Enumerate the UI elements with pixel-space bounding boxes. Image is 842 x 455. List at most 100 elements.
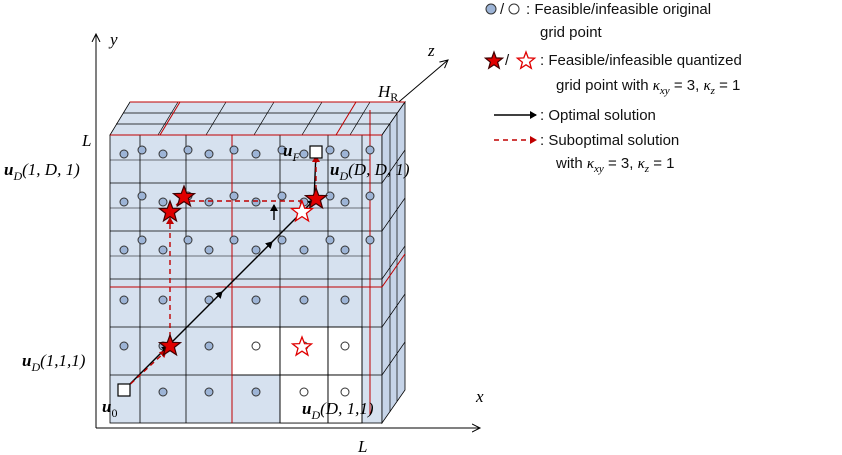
start-point (117, 383, 131, 397)
right-grid-line (381, 293, 406, 328)
optimal-path-segment (221, 241, 273, 293)
infeasible-grid-point (340, 387, 350, 397)
feasible-grid-point (204, 341, 214, 351)
boundary-line (159, 101, 181, 136)
top-grid-line (157, 101, 179, 136)
z-axis-label: z (427, 41, 435, 60)
feasible-grid-point (119, 197, 129, 207)
top-face-grid (116, 101, 397, 136)
feasible-grid-point (137, 191, 147, 201)
feasible-grid-point (158, 295, 168, 305)
infeasible-grid-point (299, 387, 309, 397)
feasible-quantized-point (157, 333, 183, 357)
infeasible-grid-point (251, 341, 261, 351)
feasible-grid-point (365, 191, 375, 201)
infeasible-star-icon (515, 50, 537, 70)
inner-layer-grid (110, 159, 370, 257)
infeasible-circle-icon (508, 3, 520, 15)
feasible-grid-point (158, 245, 168, 255)
top-grid-line (349, 101, 371, 136)
feasible-quantized-point (303, 186, 329, 210)
feasible-grid-point (251, 245, 261, 255)
suboptimal-path (123, 155, 320, 391)
feasible-grid-point (277, 145, 287, 155)
legend-item-2-line-2: grid point with κxy = 3, κz = 1 (556, 77, 740, 97)
feasible-grid-point (340, 197, 350, 207)
feasible-grid-point (158, 149, 168, 159)
feasible-grid-point (137, 145, 147, 155)
suboptimal-path-segment (123, 350, 167, 391)
right-grid-line (381, 341, 406, 376)
feasible-grid-point (299, 149, 309, 159)
infeasible-quantized-point (290, 335, 314, 357)
top-grid-line (253, 101, 275, 136)
top-grid-line (205, 101, 227, 136)
legend-separator: / (505, 52, 510, 69)
legend-item-2-line-1: : Feasible/infeasible quantized (540, 52, 742, 69)
corner-label-DD1: uD(D, D, 1) (330, 160, 410, 183)
feasible-grid-point (251, 197, 261, 207)
start-label: u0 (102, 397, 117, 420)
optimal-path-segment (167, 291, 223, 347)
legend-item-4-line-1: : Suboptimal solution (540, 132, 679, 149)
right-grid-line (381, 197, 406, 232)
corner-label-1D1: uD(1, D, 1) (4, 160, 80, 183)
legend-separator: / (500, 1, 505, 18)
infeasible-cell (279, 374, 329, 424)
feasible-grid-point (229, 235, 239, 245)
feasible-grid-point (204, 149, 214, 159)
feasible-grid-point (277, 235, 287, 245)
feasible-grid-point (299, 245, 309, 255)
feasible-quantized-point (157, 199, 183, 223)
feasible-grid-point (204, 295, 214, 305)
length-label-left: L (81, 131, 91, 150)
feasible-grid-point (158, 387, 168, 397)
feasible-grid-point (277, 191, 287, 201)
infeasible-cell (231, 326, 281, 376)
labels: y x z L L HR u0 uF uD(1, D, 1) uD(1,1,1)… (4, 30, 484, 455)
feasible-grid-point (325, 235, 335, 245)
optimal-path-segment (271, 199, 315, 243)
star-shape (515, 50, 537, 70)
feasible-grid-point (340, 295, 350, 305)
feasible-grid-point (119, 149, 129, 159)
legend-item-1-line-2: grid point (540, 24, 603, 41)
feasible-grid-point (365, 145, 375, 155)
feasible-grid-point (325, 191, 335, 201)
infeasible-cell (327, 374, 363, 424)
feasible-grid-point (251, 295, 261, 305)
corner-label-111: uD(1,1,1) (22, 351, 86, 374)
boundary-line (335, 101, 357, 136)
infeasible-quantized-point (289, 199, 315, 223)
star-shape (483, 50, 505, 70)
feasible-grid-point (229, 145, 239, 155)
legend-item-1-line-1: : Feasible/infeasible original (526, 1, 711, 18)
feasible-grid-point (183, 235, 193, 245)
length-label-bottom: L (357, 437, 367, 455)
feasible-grid-point (204, 197, 214, 207)
infeasible-grid-point (340, 341, 350, 351)
boundary-line (381, 253, 406, 288)
feasible-grid-point (299, 295, 309, 305)
top-grid-line (301, 101, 323, 136)
feasible-grid-point (119, 245, 129, 255)
legend-item-4-line-2: with κxy = 3, κz = 1 (555, 155, 675, 175)
region-boundary (110, 101, 406, 423)
x-axis-label: x (475, 387, 484, 406)
legend: / : Feasible/infeasible original grid po… (483, 1, 742, 175)
feasible-grid-point (204, 387, 214, 397)
top-face (109, 101, 406, 136)
feasible-grid-point (229, 191, 239, 201)
feasible-grid-point (340, 149, 350, 159)
right-face-grid (381, 113, 406, 412)
feasible-grid-point (251, 387, 261, 397)
feasible-grid-point (183, 145, 193, 155)
right-grid-line (381, 149, 406, 184)
grid-points (119, 145, 375, 397)
final-point (309, 145, 323, 159)
feasible-grid-point (365, 235, 375, 245)
height-label: HR (377, 82, 398, 104)
feasible-grid-point (251, 149, 261, 159)
